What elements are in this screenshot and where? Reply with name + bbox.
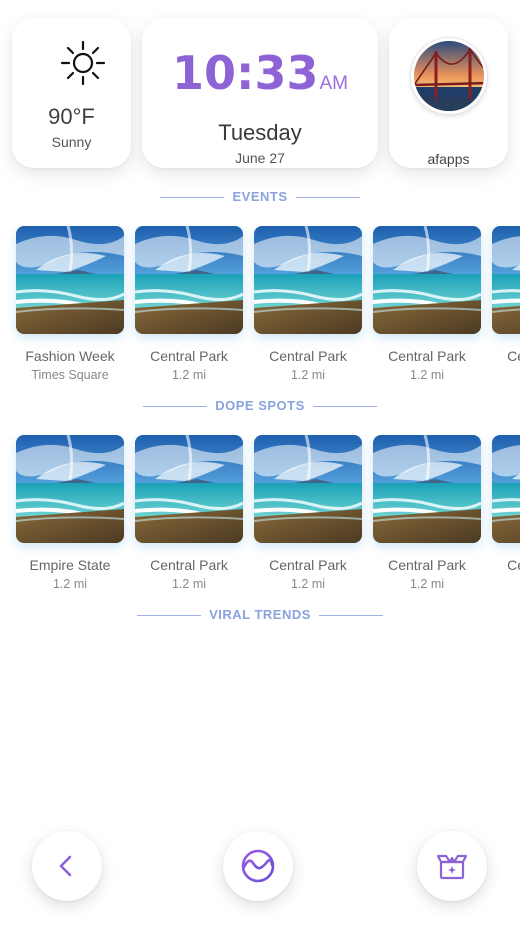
time: 10:33 <box>172 46 319 100</box>
spot-tile[interactable]: Central Park 1.2 mi <box>492 435 520 591</box>
time-display: 10:33AM <box>142 46 378 100</box>
dope-spots-header: DOPE SPOTS <box>0 398 520 413</box>
event-subtitle: 1.2 mi <box>409 368 445 382</box>
profile-card[interactable]: afapps <box>389 18 508 168</box>
avatar[interactable] <box>411 38 487 114</box>
spot-title: Central Park <box>269 557 347 573</box>
wave-circle-icon <box>241 849 275 883</box>
spot-tile[interactable]: Empire State 1.2 mi <box>16 435 124 591</box>
event-subtitle: Times Square <box>31 368 109 382</box>
username: afapps <box>427 151 470 167</box>
chevron-left-icon <box>59 855 72 877</box>
event-subtitle: 1.2 mi <box>492 368 520 382</box>
event-thumbnail[interactable] <box>135 226 243 334</box>
spot-title: Central Park <box>150 557 228 573</box>
event-title: Central Park <box>507 348 520 364</box>
event-tile[interactable]: Central Park 1.2 mi <box>373 226 481 382</box>
dope-spots-row[interactable]: Empire State 1.2 mi Central Park 1.2 mi … <box>0 435 520 605</box>
gift-box-icon <box>436 854 468 880</box>
weather-condition: Sunny <box>51 134 92 150</box>
spot-subtitle: 1.2 mi <box>290 577 326 591</box>
sun-icon <box>60 40 106 86</box>
spot-title: Empire State <box>29 557 111 573</box>
event-subtitle: 1.2 mi <box>290 368 326 382</box>
event-subtitle: 1.2 mi <box>171 368 207 382</box>
event-tile[interactable]: Central Park 1.2 mi <box>492 226 520 382</box>
viral-trends-header: VIRAL TRENDS <box>0 607 520 622</box>
divider <box>137 615 202 617</box>
weather-card[interactable]: 90°F Sunny <box>12 18 131 168</box>
spot-thumbnail[interactable] <box>492 435 520 543</box>
trends-button[interactable] <box>223 831 293 901</box>
spot-subtitle: 1.2 mi <box>409 577 445 591</box>
divider <box>312 406 377 408</box>
spot-title: Central Park <box>388 557 466 573</box>
spot-thumbnail[interactable] <box>16 435 124 543</box>
spot-subtitle: 1.2 mi <box>171 577 207 591</box>
spot-subtitle: 1.2 mi <box>52 577 88 591</box>
events-header: EVENTS <box>0 189 520 204</box>
spot-tile[interactable]: Central Park 1.2 mi <box>373 435 481 591</box>
event-title: Central Park <box>388 348 466 364</box>
day-of-week: Tuesday <box>218 120 302 145</box>
divider <box>295 197 360 199</box>
event-title: Central Park <box>150 348 228 364</box>
spot-title: Central Park <box>507 557 520 573</box>
spot-thumbnail[interactable] <box>373 435 481 543</box>
spot-thumbnail[interactable] <box>135 435 243 543</box>
divider <box>318 615 383 617</box>
event-tile[interactable]: Central Park 1.2 mi <box>135 226 243 382</box>
event-title: Central Park <box>269 348 347 364</box>
event-title: Fashion Week <box>25 348 115 364</box>
event-thumbnail[interactable] <box>373 226 481 334</box>
divider <box>143 406 208 408</box>
am-pm: AM <box>319 73 348 94</box>
events-row[interactable]: Fashion Week Times Square Central Park 1… <box>0 226 520 396</box>
date: June 27 <box>235 150 285 166</box>
back-button[interactable] <box>32 831 102 901</box>
event-thumbnail[interactable] <box>254 226 362 334</box>
event-tile[interactable]: Fashion Week Times Square <box>16 226 124 382</box>
spot-tile[interactable]: Central Park 1.2 mi <box>254 435 362 591</box>
spot-tile[interactable]: Central Park 1.2 mi <box>135 435 243 591</box>
event-tile[interactable]: Central Park 1.2 mi <box>254 226 362 382</box>
gift-button[interactable] <box>417 831 487 901</box>
clock-card: 10:33AM Tuesday June 27 <box>142 18 378 168</box>
divider <box>160 197 225 199</box>
spot-subtitle: 1.2 mi <box>492 577 520 591</box>
event-thumbnail[interactable] <box>492 226 520 334</box>
spot-thumbnail[interactable] <box>254 435 362 543</box>
temperature: 90°F <box>48 104 95 129</box>
event-thumbnail[interactable] <box>16 226 124 334</box>
